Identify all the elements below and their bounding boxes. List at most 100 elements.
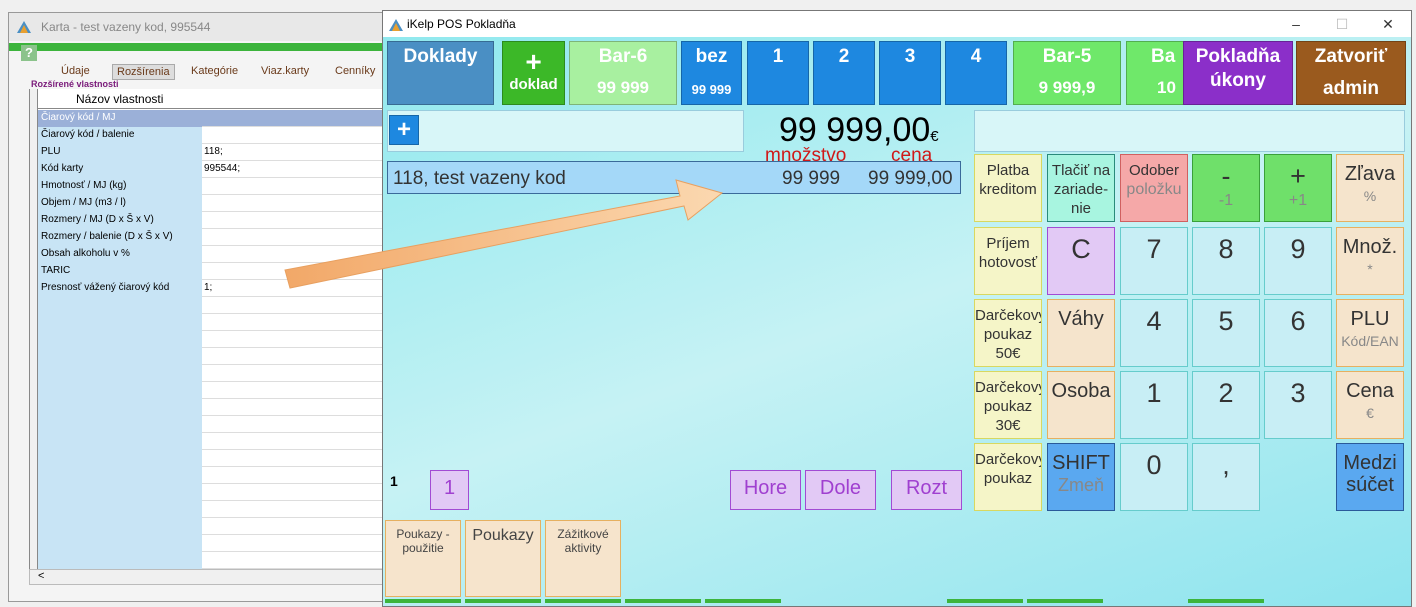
empty-row <box>38 382 386 399</box>
property-row[interactable]: Kód karty 995544; <box>38 161 386 178</box>
empty-row <box>38 365 386 382</box>
tab-bar-5[interactable]: Bar-5 9 999,9 <box>1013 41 1121 105</box>
tab-bar-6[interactable]: Bar-6 99 999 <box>569 41 677 105</box>
key-6[interactable]: 6 <box>1264 299 1332 367</box>
empty-row <box>38 433 386 450</box>
hore-button[interactable]: Hore <box>730 470 801 510</box>
key-prjem[interactable]: Príjem hotovosť <box>974 227 1042 295</box>
item-price: 99 999,00 <box>868 168 953 189</box>
maximize-button[interactable]: ☐ <box>1335 16 1349 32</box>
row-selector-column <box>30 89 38 569</box>
property-row[interactable]: Rozmery / balenie (D x Š x V) <box>38 229 386 246</box>
property-row[interactable]: Objem / MJ (m3 / l) <box>38 195 386 212</box>
property-value[interactable]: 995544; <box>204 163 241 174</box>
new-doklad-button[interactable]: + doklad <box>502 41 565 105</box>
poukazy-pouzitie-button[interactable]: Poukazy - použitie <box>385 520 461 597</box>
key-darekov[interactable]: Darčekový poukaz <box>974 443 1042 511</box>
section-label: Rozšírené vlastnosti <box>31 79 119 89</box>
empty-row <box>38 552 386 569</box>
input-box[interactable] <box>387 110 744 152</box>
page-number: 1 <box>390 473 398 489</box>
pos-window: iKelp POS Pokladňa – ☐ ✕ Doklady + doklad… <box>382 10 1412 607</box>
item-row[interactable]: 118, test vazeny kod 99 999 99 999,00 <box>387 161 961 194</box>
key-medzi[interactable]: Medzi súčet <box>1336 443 1404 511</box>
property-row[interactable]: Presnosť vážený čiarový kód 1; <box>38 280 386 297</box>
tab-1[interactable]: 1 <box>747 41 809 105</box>
key-5[interactable]: 5 <box>1192 299 1260 367</box>
property-row[interactable]: PLU 118; <box>38 144 386 161</box>
page-1-button[interactable]: 1 <box>430 470 469 510</box>
property-name: Objem / MJ (m3 / l) <box>38 195 202 212</box>
add-button[interactable]: + <box>389 115 419 145</box>
key-comma[interactable]: + +1 <box>1264 154 1332 222</box>
key-cena[interactable]: Cena € <box>1336 371 1404 439</box>
card-window-title: Karta - test vazeny kod, 995544 <box>9 13 383 41</box>
key-osoba[interactable]: Osoba <box>1047 371 1115 439</box>
key-mno[interactable]: Množ. * <box>1336 227 1404 295</box>
plus-icon: + <box>525 46 542 77</box>
tab-viaz-karty[interactable]: Viaz.karty <box>261 65 310 77</box>
empty-row <box>38 416 386 433</box>
empty-row <box>38 399 386 416</box>
tab-rozsirenia[interactable]: Rozšírenia <box>112 64 175 80</box>
key-2[interactable]: 2 <box>1192 371 1260 439</box>
key-darekov[interactable]: Darčekový poukaz 50€ <box>974 299 1042 367</box>
close-button[interactable]: ✕ <box>1382 16 1394 32</box>
key-8[interactable]: 8 <box>1192 227 1260 295</box>
quantity-label: množstvo <box>765 145 847 166</box>
key-platba[interactable]: Platba kreditom <box>974 154 1042 222</box>
key-comma[interactable]: - -1 <box>1192 154 1260 222</box>
empty-row <box>38 297 386 314</box>
tab-4[interactable]: 4 <box>945 41 1007 105</box>
info-box <box>974 110 1405 152</box>
key-9[interactable]: 9 <box>1264 227 1332 295</box>
tab-cenniky[interactable]: Cenníky <box>335 65 376 77</box>
key-1[interactable]: 1 <box>1120 371 1188 439</box>
minimize-button[interactable]: – <box>1292 16 1300 32</box>
empty-row <box>38 518 386 535</box>
tab-2[interactable]: 2 <box>813 41 875 105</box>
zatvorit-admin-button[interactable]: Zatvoriť admin <box>1296 41 1406 105</box>
tab-kategorie[interactable]: Kategórie <box>191 65 239 77</box>
key-c[interactable]: C <box>1047 227 1115 295</box>
key-tlaina[interactable]: Tlačiť na zariade-nie <box>1047 154 1115 222</box>
property-value[interactable]: 118; <box>204 146 223 157</box>
empty-row <box>38 314 386 331</box>
key-4[interactable]: 4 <box>1120 299 1188 367</box>
key-vhy[interactable]: Váhy <box>1047 299 1115 367</box>
pokladna-ukony-button[interactable]: Pokladňa úkony <box>1183 41 1293 105</box>
key-0[interactable]: 0 <box>1120 443 1188 511</box>
doklady-button[interactable]: Doklady <box>387 41 494 105</box>
property-row[interactable]: Čiarový kód / MJ <box>38 110 386 127</box>
property-value[interactable]: 1; <box>204 282 213 293</box>
zazitkove-aktivity-button[interactable]: Zážitkové aktivity <box>545 520 621 597</box>
dole-button[interactable]: Dole <box>805 470 876 510</box>
help-button[interactable]: ? <box>21 45 37 61</box>
card-window: Karta - test vazeny kod, 995544 ? Údaje … <box>8 12 386 602</box>
key-plu[interactable]: PLU Kód/EAN <box>1336 299 1404 367</box>
key-darekov[interactable]: Darčekový poukaz 30€ <box>974 371 1042 439</box>
key-comma[interactable]: , <box>1192 443 1260 511</box>
poukazy-button[interactable]: Poukazy <box>465 520 541 597</box>
property-row[interactable]: Čiarový kód / balenie <box>38 127 386 144</box>
tab-bez[interactable]: bez 99 999 <box>681 41 742 105</box>
key-shift[interactable]: SHIFT Zmeň <box>1047 443 1115 511</box>
property-row[interactable]: Obsah alkoholu v % <box>38 246 386 263</box>
property-row[interactable]: TARIC <box>38 263 386 280</box>
property-row[interactable]: Hmotnosť / MJ (kg) <box>38 178 386 195</box>
key-3[interactable]: 3 <box>1264 371 1332 439</box>
key-7[interactable]: 7 <box>1120 227 1188 295</box>
column-header[interactable]: Názov vlastnosti <box>38 89 386 109</box>
rozt-button[interactable]: Rozt <box>891 470 962 510</box>
item-name: 118, test vazeny kod <box>393 168 566 189</box>
property-name: Presnosť vážený čiarový kód <box>38 280 202 297</box>
tab-3[interactable]: 3 <box>879 41 941 105</box>
tab-udaje[interactable]: Údaje <box>61 65 90 77</box>
property-name: PLU <box>38 144 202 161</box>
key-zava[interactable]: Zľava% <box>1336 154 1404 222</box>
key-odober[interactable]: Odober položku <box>1120 154 1188 222</box>
tab-ba[interactable]: Ba 10 <box>1126 41 1186 105</box>
property-name: Čiarový kód / balenie <box>38 127 202 144</box>
property-row[interactable]: Rozmery / MJ (D x Š x V) <box>38 212 386 229</box>
